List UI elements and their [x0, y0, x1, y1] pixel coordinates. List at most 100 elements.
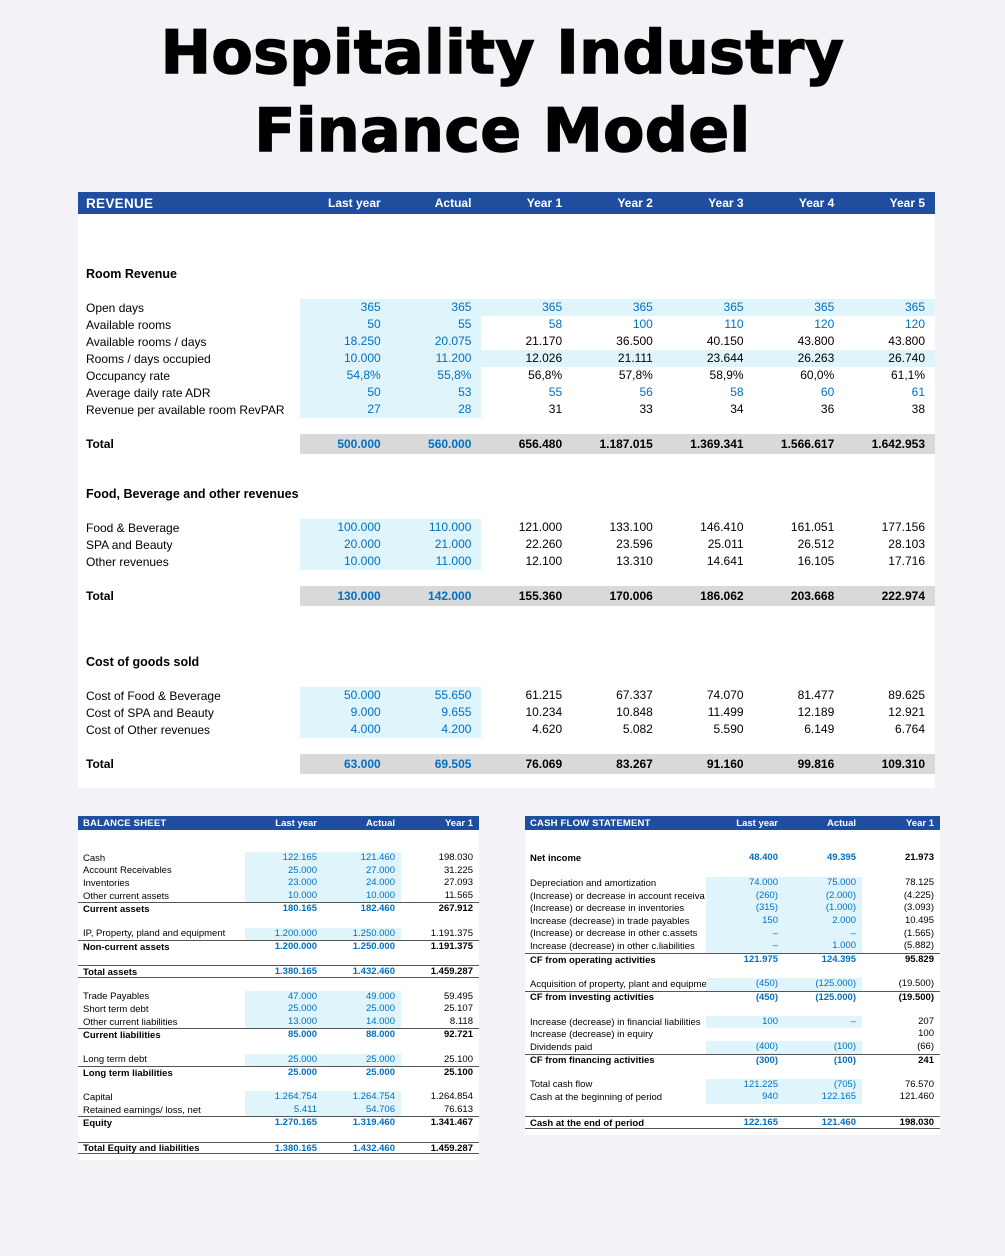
column-header: Year 3	[708, 196, 744, 210]
spacer	[78, 915, 479, 928]
row-label: Dividends paid	[530, 1041, 593, 1053]
value-cell: 1.380.165	[274, 966, 317, 978]
value-cell: 1.369.341	[662, 434, 754, 454]
value-cell: 23.000	[245, 877, 323, 890]
revenue-header-bar: REVENUE Last year Actual Year 1 Year 2 Year …	[78, 192, 935, 214]
revenue-table-body: Room Revenue Open days 365 365 365 365 365 365 3…	[78, 214, 935, 788]
value-cell: 1.264.754	[323, 1091, 401, 1104]
row-label: Short term debt	[83, 1003, 149, 1015]
value-cell: 365	[300, 299, 391, 316]
value-cell: 365	[481, 299, 573, 316]
value-cell: 25.000	[365, 1067, 395, 1079]
value-cell: (5.882)	[903, 940, 934, 952]
row-label: Non-current assets	[83, 941, 170, 953]
table-row: Increase (decrease) in financial liabili…	[525, 1015, 940, 1029]
value-cell: 1.000	[784, 940, 862, 953]
value-cell: (100)	[833, 1054, 856, 1066]
value-cell: 34	[730, 402, 744, 416]
row-label: Cost of SPA and Beauty	[86, 705, 214, 720]
table-row: Revenue per available room RevPAR 27 28 31 3…	[78, 401, 935, 418]
value-cell: 182.460	[360, 903, 395, 915]
value-cell: 61	[911, 385, 925, 399]
row-label: Total	[86, 437, 114, 451]
value-cell: 99.816	[753, 754, 845, 774]
value-cell: 11.200	[390, 350, 482, 367]
spacer	[78, 738, 935, 754]
value-cell: 177.156	[881, 520, 925, 534]
row-label: Long term liabilities	[83, 1067, 173, 1079]
value-cell: 13.310	[616, 554, 653, 568]
value-cell: 74.070	[706, 688, 744, 702]
value-cell: 122.165	[784, 1091, 862, 1104]
value-cell: (450)	[706, 977, 784, 991]
value-cell: 11.000	[390, 553, 482, 570]
value-cell: 50.000	[300, 687, 391, 704]
value-cell: 2.000	[784, 914, 862, 928]
table-row: Cost of SPA and Beauty 9.000 9.655 10.234 10…	[78, 704, 935, 721]
value-cell: 25.100	[443, 1053, 473, 1065]
value-cell: (1.565)	[903, 927, 934, 939]
value-cell: 78.125	[904, 877, 934, 889]
value-cell: 10.000	[300, 553, 391, 570]
column-header: Last year	[736, 817, 778, 829]
spacer	[78, 503, 935, 519]
value-cell: 55	[390, 316, 482, 333]
value-cell: (450)	[755, 991, 778, 1003]
value-cell: 27.093	[443, 877, 473, 889]
value-cell: 198.030	[438, 852, 473, 863]
value-cell: (1.000)	[784, 902, 862, 915]
row-label: Food & Beverage	[86, 520, 180, 535]
table-row: Retained earnings/ loss, net 5.411 54.706 7…	[78, 1103, 479, 1117]
value-cell: 36.500	[616, 334, 653, 348]
value-cell: 365	[390, 299, 482, 316]
value-cell: –	[784, 927, 862, 941]
value-cell: 100.000	[300, 519, 391, 536]
balance-sheet-table: BALANCE SHEET Last year Actual Year 1 Cash 12…	[78, 816, 479, 1161]
balance-sheet-header-bar: BALANCE SHEET Last year Actual Year 1	[78, 816, 479, 830]
value-cell: 60,0%	[800, 368, 835, 382]
column-header: Year 1	[445, 817, 473, 829]
column-header: Year 2	[617, 196, 653, 210]
row-label: Cash at the beginning of period	[530, 1092, 663, 1104]
value-cell: 85.000	[287, 1029, 317, 1041]
spacer	[78, 953, 479, 966]
value-cell: 81.477	[797, 688, 835, 702]
value-cell: 25.000	[323, 1053, 401, 1067]
value-cell: (19.500)	[898, 977, 934, 989]
value-cell: 122.165	[743, 1117, 778, 1129]
table-row: Cash 122.165 121.460 198.030	[78, 852, 479, 865]
value-cell: 110	[724, 317, 744, 331]
value-cell: 27.000	[323, 864, 401, 878]
value-cell: 36	[820, 402, 835, 416]
value-cell: 122.165	[245, 852, 323, 865]
column-header: Year 1	[906, 817, 934, 829]
value-cell: 1.642.953	[844, 434, 935, 454]
value-cell: 55,8%	[390, 367, 482, 384]
row-label: Long term debt	[83, 1054, 147, 1066]
value-cell: 50	[300, 316, 391, 333]
balance-sheet-body: Cash 122.165 121.460 198.030 Account Receiva…	[78, 830, 479, 1160]
row-label: Current assets	[83, 904, 150, 916]
value-cell: 16.105	[797, 554, 835, 568]
value-cell: 100	[918, 1028, 934, 1040]
page-title-line2: Finance Model	[254, 95, 751, 167]
value-cell: 656.480	[481, 434, 573, 454]
table-row: Long term liabilities 25.000 25.000 25.100	[78, 1066, 479, 1079]
value-cell: 49.395	[826, 852, 856, 863]
value-cell: 10.000	[323, 889, 401, 903]
value-cell: 25.000	[245, 1003, 323, 1016]
value-cell: 14.641	[706, 554, 744, 568]
table-row: Total Equity and liabilities 1.380.165 1.4…	[78, 1141, 479, 1154]
value-cell: 92.721	[443, 1029, 473, 1041]
row-label: Cash at the end of period	[530, 1118, 645, 1130]
table-row: Capital 1.264.754 1.264.754 1.264.854	[78, 1091, 479, 1104]
row-label: Total	[86, 589, 114, 603]
value-cell: 170.006	[572, 586, 663, 606]
value-cell: 20.000	[300, 536, 391, 553]
value-cell: 1.191.375	[430, 927, 473, 939]
value-cell: 203.668	[753, 586, 845, 606]
value-cell: 56,8%	[528, 368, 563, 382]
column-header: Last year	[275, 817, 317, 829]
row-label: CF from operating activities	[530, 954, 656, 966]
page-title: Hospitality Industry Finance Model	[0, 14, 1005, 170]
